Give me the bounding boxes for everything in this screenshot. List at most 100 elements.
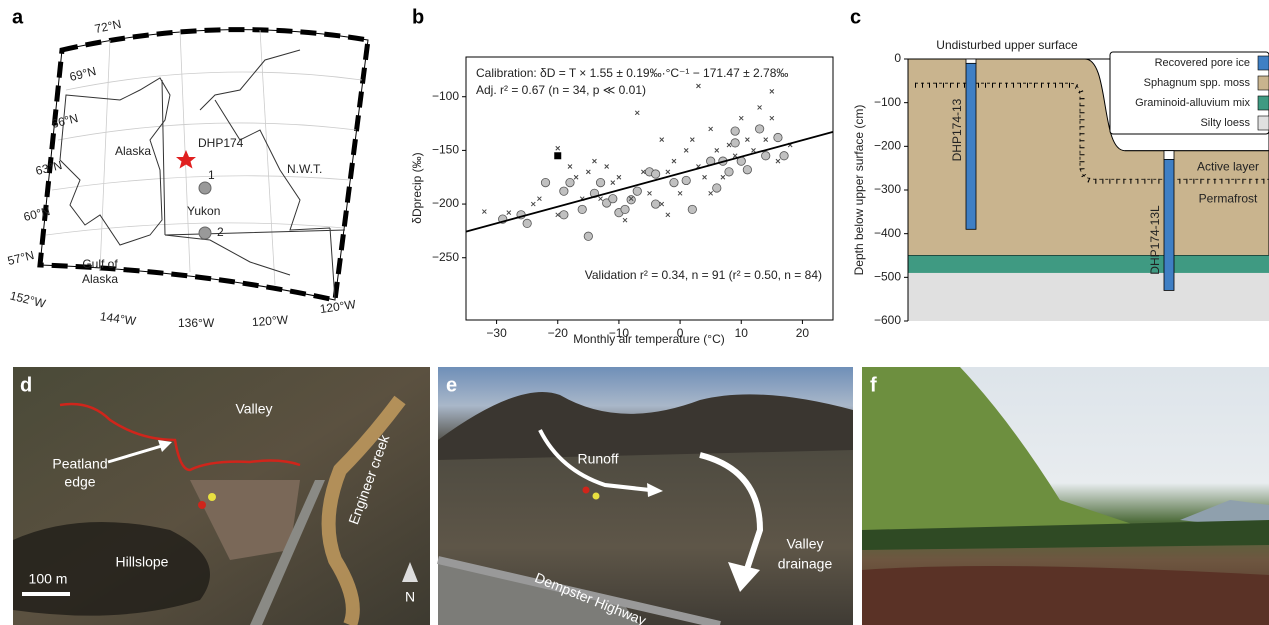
photo-label: edge <box>64 474 95 490</box>
annotation: Undisturbed upper surface <box>936 38 1078 52</box>
x-tick-label: 0 <box>677 326 684 340</box>
site-marker <box>198 501 206 509</box>
x-tick-label: 10 <box>735 326 749 340</box>
y-tick-label: −200 <box>432 196 459 210</box>
point <box>584 232 592 240</box>
photo-label: Peatland <box>52 456 107 472</box>
place-label: 2 <box>217 225 224 239</box>
y-tick-label: −100 <box>432 89 459 103</box>
photo-label: Runoff <box>578 451 619 467</box>
lon-label: 120°W <box>251 313 289 330</box>
y-axis-label: Depth below upper surface (cm) <box>852 105 866 276</box>
point <box>578 205 586 213</box>
point <box>627 196 635 204</box>
map-panel: 72°N 69°N 66°N 63°N 60°N 57°N 152°W 144°… <box>6 17 368 330</box>
point <box>670 178 678 186</box>
peat-surface <box>862 566 1269 625</box>
point <box>780 152 788 160</box>
photo-label: 100 m <box>29 571 68 587</box>
legend-label: Silty loess <box>1200 117 1250 129</box>
layer <box>908 256 1269 273</box>
site-marker <box>208 493 216 501</box>
panel-label: f <box>870 374 877 396</box>
point <box>755 125 763 133</box>
x-tick-label: 20 <box>796 326 810 340</box>
point <box>713 184 721 192</box>
core-ice <box>1164 159 1174 290</box>
lat-label: 72°N <box>93 17 122 36</box>
core-label: DHP174-13L <box>1148 205 1162 275</box>
legend-swatch <box>1258 76 1269 90</box>
site-marker <box>593 493 600 500</box>
place-label: DHP174 <box>198 136 244 150</box>
point <box>731 127 739 135</box>
point <box>523 219 531 227</box>
site-marker <box>199 227 211 239</box>
annotation: Active layer <box>1197 159 1259 173</box>
y-axis-label: δDprecip (‰) <box>410 152 424 223</box>
core-label: DHP174-13 <box>950 98 964 161</box>
panel-label: d <box>20 374 32 396</box>
panel-label: c <box>850 6 861 28</box>
point <box>651 170 659 178</box>
point <box>633 187 641 195</box>
figure: a b c 72°N 69°N 66°N 63°N 60°N 57°N 152°… <box>0 0 1269 625</box>
point <box>743 166 751 174</box>
y-tick-label: −500 <box>874 270 901 284</box>
site-marker <box>199 182 211 194</box>
annotation: Calibration: δD = T × 1.55 ± 0.19‰·°C⁻¹ … <box>476 66 788 80</box>
y-tick-label: 0 <box>894 51 901 65</box>
annotation: Validation r² = 0.34, n = 91 (r² = 0.50,… <box>585 268 822 282</box>
lon-label: 152°W <box>9 288 48 310</box>
panel-label: e <box>446 374 457 396</box>
photo-label: Valley <box>786 536 823 552</box>
point <box>725 168 733 176</box>
point <box>566 178 574 186</box>
legend-swatch <box>1258 116 1269 130</box>
photo-e: e Runoff Valley drainage Dempster Highwa… <box>438 367 853 625</box>
panel-label: b <box>412 6 424 28</box>
core-empty <box>1164 151 1174 160</box>
legend-label: Sphagnum spp. moss <box>1144 77 1251 89</box>
photo-label: N <box>405 589 415 605</box>
lon-label: 136°W <box>178 316 215 330</box>
photo-f: f <box>862 367 1269 625</box>
lon-label: 144°W <box>99 309 137 328</box>
photo-d: d Valley Peatland edge Hillslope Enginee… <box>13 367 430 625</box>
place-label: N.W.T. <box>287 162 322 176</box>
legend-label: Graminoid-alluvium mix <box>1135 97 1250 109</box>
legend-label: Recovered pore ice <box>1155 57 1250 69</box>
lat-label: 57°N <box>6 248 35 268</box>
place-label: 1 <box>208 168 215 182</box>
place-label: Alaska <box>82 272 118 286</box>
point <box>762 152 770 160</box>
point <box>609 194 617 202</box>
core-ice <box>966 63 976 229</box>
annotation: Adj. r² = 0.67 (n = 34, p ≪ 0.01) <box>476 83 646 97</box>
panel-label: a <box>12 6 24 28</box>
y-tick-label: −600 <box>874 313 901 327</box>
point <box>554 152 561 159</box>
x-tick-label: −10 <box>609 326 630 340</box>
point <box>541 178 549 186</box>
place-label: Gulf of <box>82 257 118 271</box>
place-label: Alaska <box>115 144 151 158</box>
y-tick-label: −250 <box>432 250 459 264</box>
point <box>596 178 604 186</box>
point <box>774 133 782 141</box>
photo-label: drainage <box>778 556 833 572</box>
point <box>682 176 690 184</box>
point <box>560 211 568 219</box>
y-tick-label: −200 <box>874 139 901 153</box>
profile-panel: Undisturbed upper surface Depth below up… <box>852 38 1269 327</box>
photo-label: Hillslope <box>116 554 169 570</box>
y-tick-label: −300 <box>874 182 901 196</box>
layer <box>908 273 1269 321</box>
point <box>560 187 568 195</box>
y-tick-label: −400 <box>874 226 901 240</box>
x-tick-label: −20 <box>548 326 569 340</box>
x-axis-label: Monthly air temperature (°C) <box>573 332 725 346</box>
photo-label: Valley <box>235 401 272 417</box>
y-tick-label: −150 <box>432 143 459 157</box>
point <box>688 205 696 213</box>
